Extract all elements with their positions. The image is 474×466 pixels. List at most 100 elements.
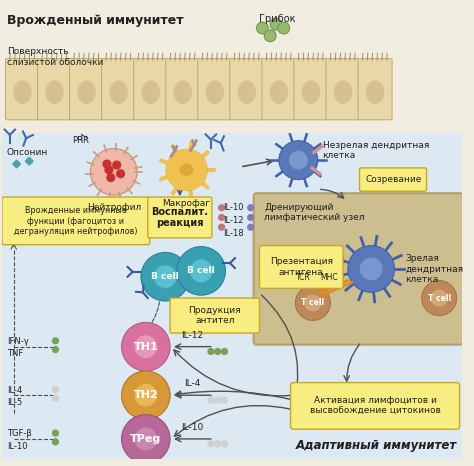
Text: IL-12: IL-12 — [182, 331, 203, 340]
FancyBboxPatch shape — [254, 193, 464, 345]
Text: ТРeg: ТРeg — [130, 434, 162, 444]
Text: IL-4
IL-5: IL-4 IL-5 — [7, 385, 22, 407]
Ellipse shape — [142, 81, 159, 103]
Circle shape — [361, 258, 382, 280]
Circle shape — [305, 295, 321, 311]
Circle shape — [270, 18, 282, 30]
FancyBboxPatch shape — [37, 59, 72, 120]
Text: IL-10: IL-10 — [182, 423, 203, 432]
FancyBboxPatch shape — [101, 59, 136, 120]
Circle shape — [290, 151, 307, 169]
FancyBboxPatch shape — [359, 168, 427, 191]
Text: Воспалит.
реакция: Воспалит. реакция — [151, 206, 208, 228]
Circle shape — [53, 430, 58, 436]
FancyBboxPatch shape — [5, 59, 39, 120]
Circle shape — [295, 286, 330, 321]
Circle shape — [53, 347, 58, 352]
FancyBboxPatch shape — [230, 59, 264, 120]
Circle shape — [208, 441, 214, 447]
FancyBboxPatch shape — [294, 59, 328, 120]
Circle shape — [431, 290, 447, 306]
Text: T cell: T cell — [301, 298, 325, 308]
Circle shape — [121, 415, 170, 463]
Text: TCR: TCR — [296, 273, 311, 281]
Text: TGF-β
IL-10: TGF-β IL-10 — [7, 429, 32, 451]
Circle shape — [215, 397, 220, 403]
Ellipse shape — [206, 81, 223, 103]
Polygon shape — [25, 157, 33, 165]
Text: Зрелая
дендритная
клетка: Зрелая дендритная клетка — [405, 254, 463, 284]
FancyBboxPatch shape — [198, 59, 232, 120]
Ellipse shape — [174, 81, 191, 103]
Ellipse shape — [180, 164, 193, 175]
Text: Нейтрофил: Нейтрофил — [87, 203, 141, 212]
Circle shape — [219, 205, 225, 211]
FancyBboxPatch shape — [148, 197, 212, 238]
Circle shape — [121, 322, 170, 371]
Circle shape — [264, 30, 276, 41]
Text: IL-10
IL-12
IL-18: IL-10 IL-12 IL-18 — [224, 203, 244, 238]
Ellipse shape — [366, 81, 383, 103]
Circle shape — [113, 161, 120, 169]
Circle shape — [221, 349, 228, 355]
Circle shape — [91, 149, 137, 195]
Circle shape — [278, 22, 290, 34]
Circle shape — [107, 174, 115, 182]
Text: B cell: B cell — [187, 267, 215, 275]
Bar — [2, 7, 463, 133]
Ellipse shape — [46, 81, 63, 103]
Circle shape — [208, 349, 214, 355]
Circle shape — [264, 30, 276, 41]
Bar — [2, 133, 463, 459]
Text: Активация лимфоцитов и
высвобождение цитокинов: Активация лимфоцитов и высвобождение цит… — [310, 396, 440, 416]
Circle shape — [166, 150, 207, 190]
Text: Незрелая дендритная
клетка: Незрелая дендритная клетка — [323, 141, 429, 160]
Text: MHC: MHC — [321, 273, 338, 281]
Text: Поверхность
слизистой оболочки: Поверхность слизистой оболочки — [7, 48, 103, 67]
FancyBboxPatch shape — [166, 59, 200, 120]
Circle shape — [53, 338, 58, 344]
Circle shape — [177, 247, 226, 295]
Ellipse shape — [78, 81, 95, 103]
Circle shape — [219, 224, 225, 230]
FancyBboxPatch shape — [134, 59, 168, 120]
FancyBboxPatch shape — [326, 59, 360, 120]
Ellipse shape — [270, 81, 287, 103]
Text: ТН1: ТН1 — [134, 342, 158, 352]
Circle shape — [422, 281, 456, 315]
Circle shape — [215, 349, 220, 355]
Circle shape — [279, 141, 318, 179]
Text: IL-4: IL-4 — [184, 379, 201, 389]
Circle shape — [155, 266, 176, 288]
Ellipse shape — [110, 81, 127, 103]
Circle shape — [270, 18, 282, 30]
Circle shape — [248, 205, 254, 211]
Circle shape — [103, 160, 111, 168]
Circle shape — [278, 22, 290, 34]
FancyBboxPatch shape — [291, 383, 460, 429]
Ellipse shape — [238, 81, 255, 103]
Text: Грибок: Грибок — [259, 14, 296, 24]
FancyBboxPatch shape — [259, 246, 343, 288]
FancyBboxPatch shape — [2, 197, 150, 245]
Circle shape — [256, 22, 268, 34]
FancyBboxPatch shape — [70, 59, 103, 120]
Text: Презентация
антигена: Презентация антигена — [270, 257, 333, 277]
FancyBboxPatch shape — [262, 59, 296, 120]
Text: Адаптивный иммунитет: Адаптивный иммунитет — [295, 439, 456, 452]
Ellipse shape — [335, 81, 352, 103]
Polygon shape — [13, 160, 20, 168]
Circle shape — [248, 224, 254, 230]
Circle shape — [53, 395, 58, 401]
Text: Дренирующий
лимфатический узел: Дренирующий лимфатический узел — [264, 203, 365, 222]
Circle shape — [215, 441, 220, 447]
Circle shape — [105, 166, 113, 174]
Text: PRR: PRR — [72, 136, 89, 145]
Circle shape — [191, 260, 212, 281]
Circle shape — [166, 150, 207, 190]
Circle shape — [53, 439, 58, 445]
Text: Продукция
антител: Продукция антител — [189, 306, 241, 325]
Circle shape — [221, 397, 228, 403]
Text: T cell: T cell — [428, 294, 451, 302]
Circle shape — [221, 441, 228, 447]
